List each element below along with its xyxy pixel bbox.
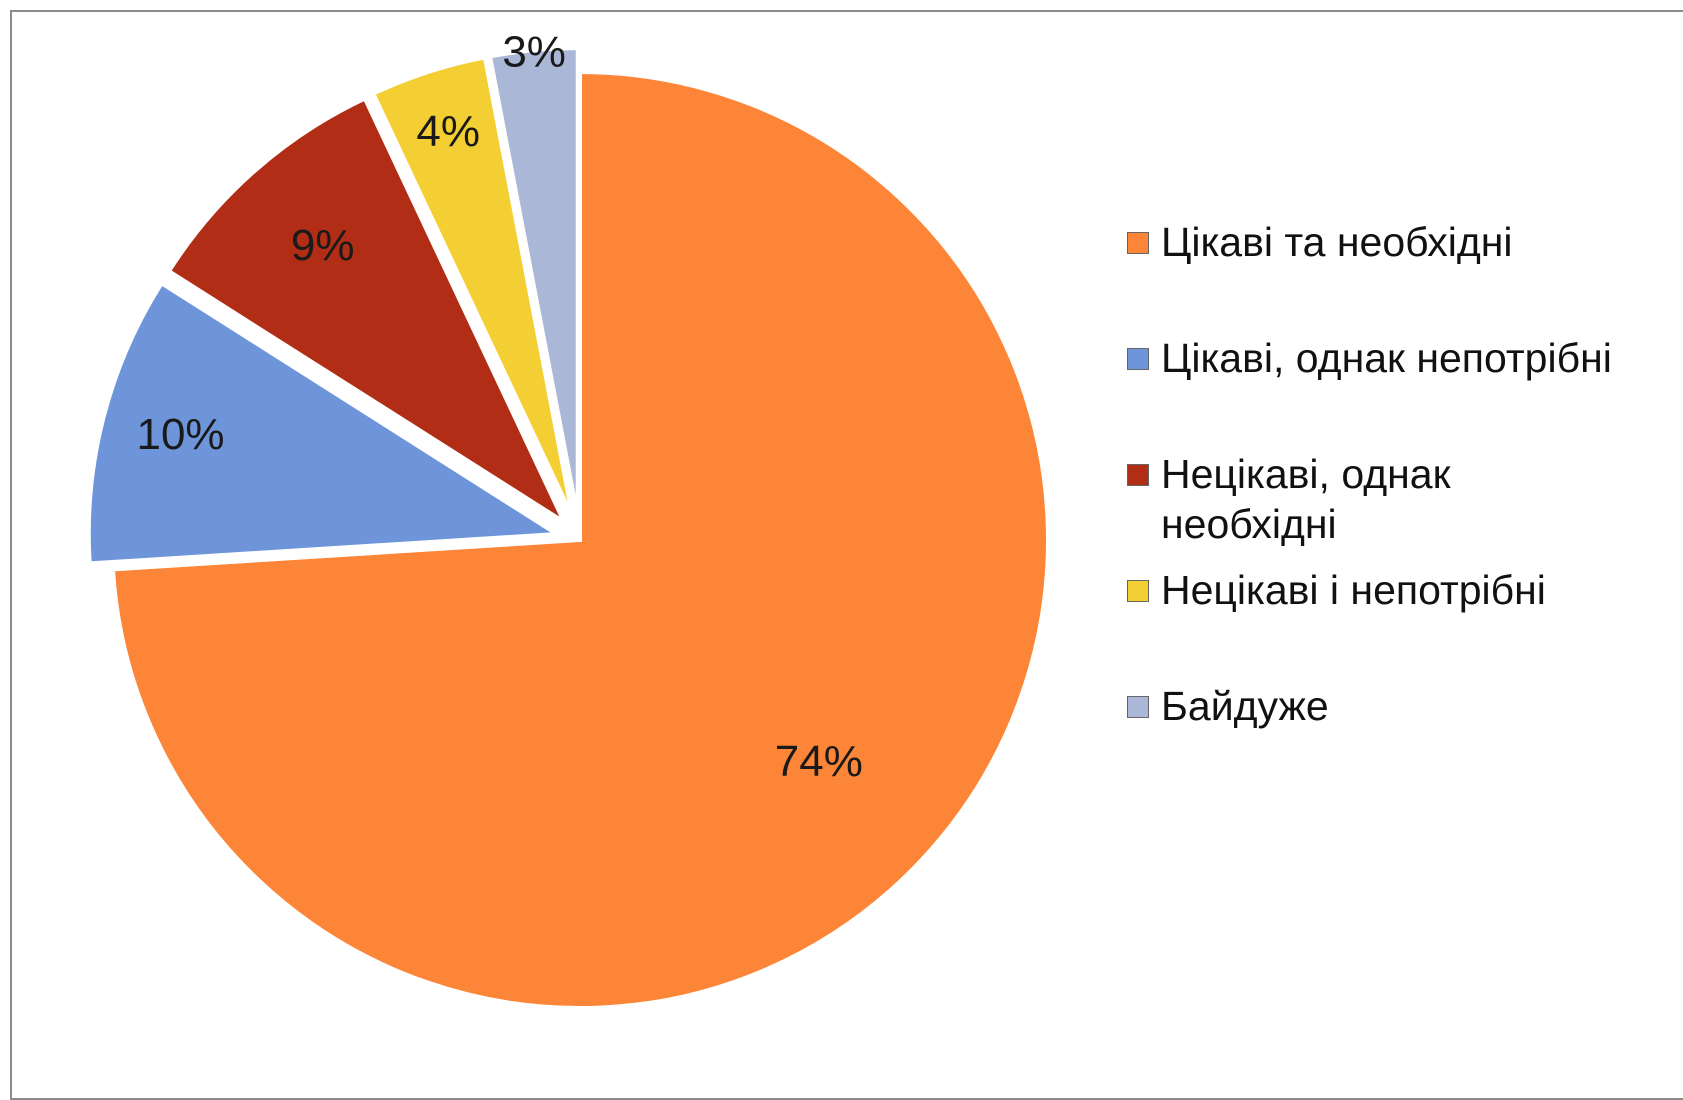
legend-item-1: Цікаві, однак непотрібні xyxy=(1127,333,1683,383)
pie-slice-3 xyxy=(370,55,575,519)
legend-swatch-0 xyxy=(1127,232,1149,254)
legend: Цікаві та необхідні Цікаві, однак непотр… xyxy=(1127,217,1683,797)
legend-label-3: Нецікаві і непотрібні xyxy=(1161,567,1546,613)
legend-label-4: Байдуже xyxy=(1161,683,1329,729)
legend-swatch-2 xyxy=(1127,464,1149,486)
pie-slice-0 xyxy=(110,69,1050,1010)
chart-frame: 74% 10% 9% 4% 3% Цікаві та необхідні Цікаві,… xyxy=(10,10,1683,1100)
data-label-1: 10% xyxy=(136,410,224,459)
legend-swatch-3 xyxy=(1127,580,1149,602)
pie-slice-4 xyxy=(487,46,580,517)
pie-chart: 74% 10% 9% 4% 3% xyxy=(86,27,1050,1010)
legend-item-0: Цікаві та необхідні xyxy=(1127,217,1683,267)
data-label-4: 3% xyxy=(502,27,566,76)
pie-slice-2 xyxy=(166,95,569,528)
data-label-2: 9% xyxy=(291,221,355,270)
data-label-3: 4% xyxy=(416,107,480,156)
data-label-0: 74% xyxy=(775,737,863,786)
legend-item-3: Нецікаві і непотрібні xyxy=(1127,565,1683,615)
legend-label-0: Цікаві та необхідні xyxy=(1161,219,1513,265)
legend-swatch-4 xyxy=(1127,696,1149,718)
legend-item-4: Байдуже xyxy=(1127,681,1683,731)
legend-label-1: Цікаві, однак непотрібні xyxy=(1161,335,1612,381)
legend-swatch-1 xyxy=(1127,348,1149,370)
pie-slice-1 xyxy=(86,280,564,566)
legend-item-2: Нецікаві, однак необхідні xyxy=(1127,449,1547,549)
legend-label-2: Нецікаві, однак необхідні xyxy=(1161,451,1451,547)
